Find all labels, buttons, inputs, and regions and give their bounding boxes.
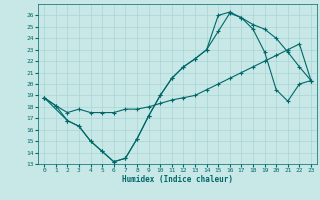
X-axis label: Humidex (Indice chaleur): Humidex (Indice chaleur) bbox=[122, 175, 233, 184]
